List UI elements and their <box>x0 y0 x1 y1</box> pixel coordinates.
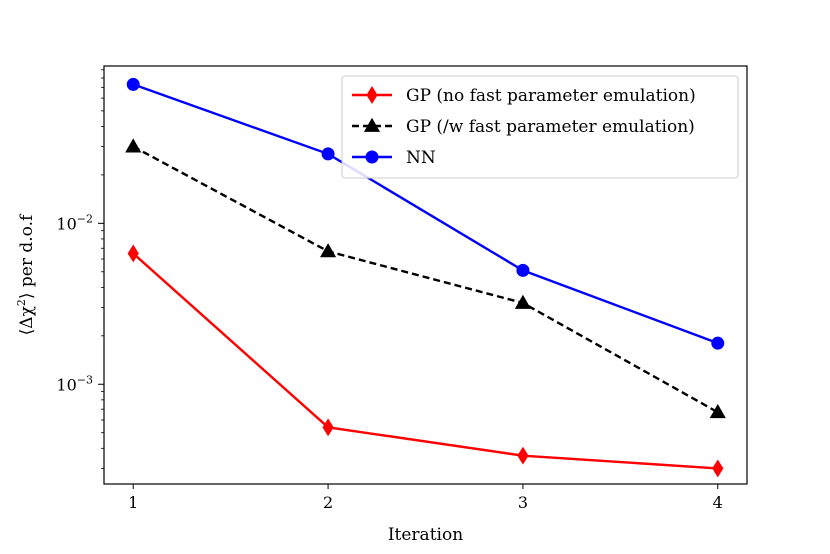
y-axis-label: ⟨Δχ2⟩ per d.o.f <box>15 213 37 335</box>
x-tick-label: 4 <box>713 493 723 512</box>
series-2 <box>125 138 726 419</box>
series-1-point <box>712 459 724 478</box>
major-ticks <box>98 222 719 489</box>
series-1-line <box>132 252 718 470</box>
legend-marker <box>365 150 379 164</box>
series-1-point <box>322 418 334 437</box>
series-3-point <box>126 77 140 91</box>
y-axis-label-close: ⟩ per d.o.f <box>17 213 37 299</box>
x-tick-label: 2 <box>323 493 333 512</box>
series-2-point <box>514 294 531 309</box>
tick-labels: 1 2 3 4 10−3 10−2 <box>56 212 722 512</box>
series-3 <box>126 77 725 350</box>
legend-label: NN <box>406 148 436 168</box>
x-tick-label: 1 <box>128 493 138 512</box>
plot-frame <box>103 65 748 485</box>
series-2-point <box>320 243 337 258</box>
series-1-point <box>517 446 529 465</box>
legend: GP (no fast parameter emulation) GP (/w f… <box>341 75 739 179</box>
y-axis-label-exp: 2 <box>15 299 28 306</box>
series-3-point <box>711 336 725 350</box>
legend-entry-3: NN <box>352 148 436 168</box>
series-3-point <box>516 263 530 277</box>
series-3-point <box>321 147 335 161</box>
series-1-point <box>127 244 139 263</box>
series-2-line <box>132 145 719 414</box>
legend-marker <box>363 117 381 132</box>
legend-entry-2: GP (/w fast parameter emulation) <box>352 117 695 137</box>
legend-marker <box>366 86 378 104</box>
series-1 <box>127 244 724 478</box>
series-2-point <box>709 404 726 419</box>
series-2-point <box>125 138 142 153</box>
legend-label: GP (/w fast parameter emulation) <box>406 117 695 137</box>
legend-entry-1: GP (no fast parameter emulation) <box>352 86 696 106</box>
y-tick-label: 10−2 <box>56 212 93 233</box>
x-axis-label: Iteration <box>388 525 463 545</box>
y-tick-label: 10−3 <box>56 373 93 394</box>
legend-box <box>341 75 739 179</box>
series-layer <box>125 77 726 478</box>
series-3-line <box>132 83 719 345</box>
x-tick-label: 3 <box>518 493 528 512</box>
legend-label: GP (no fast parameter emulation) <box>406 86 696 106</box>
y-axis-label-open: ⟨Δχ <box>17 306 37 335</box>
